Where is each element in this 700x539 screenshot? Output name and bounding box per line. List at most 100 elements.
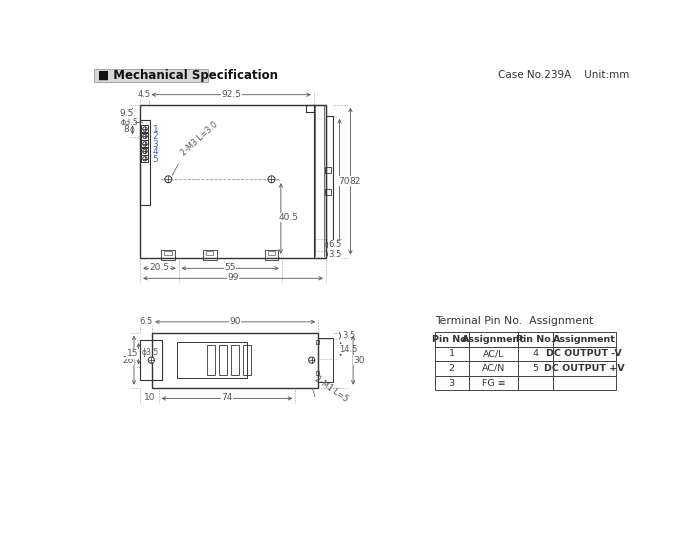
Text: 1: 1	[153, 125, 158, 134]
Bar	[519, 361, 552, 376]
Circle shape	[143, 142, 147, 146]
Text: ϕ3.5: ϕ3.5	[142, 348, 159, 357]
Bar	[435, 332, 469, 347]
Text: 10: 10	[144, 393, 155, 402]
Text: 5: 5	[153, 155, 158, 164]
Bar	[435, 376, 469, 390]
Bar	[243, 345, 251, 375]
Circle shape	[268, 176, 275, 183]
Circle shape	[309, 357, 315, 363]
Bar	[325, 189, 330, 195]
Bar	[469, 361, 519, 376]
Text: 8: 8	[123, 126, 129, 134]
Text: 14.5: 14.5	[340, 344, 358, 354]
Text: 5: 5	[533, 364, 538, 373]
Text: 4: 4	[533, 349, 538, 358]
Text: ■ Mechanical Specification: ■ Mechanical Specification	[97, 69, 278, 82]
Text: 4: 4	[153, 147, 158, 156]
Bar	[94, 68, 209, 82]
Text: 40.5: 40.5	[279, 213, 299, 222]
Bar	[265, 250, 279, 260]
Circle shape	[143, 149, 147, 154]
Bar	[469, 347, 519, 361]
Circle shape	[148, 357, 155, 363]
Text: Terminal Pin No.  Assignment: Terminal Pin No. Assignment	[435, 316, 593, 326]
Text: 4.5: 4.5	[138, 90, 151, 99]
Bar	[141, 155, 148, 162]
Text: 3: 3	[153, 140, 158, 149]
Text: 99: 99	[228, 273, 239, 282]
Text: 1: 1	[449, 349, 455, 358]
Bar	[206, 251, 214, 255]
Text: 90: 90	[230, 317, 241, 326]
Text: DC OUTPUT +V: DC OUTPUT +V	[544, 364, 624, 373]
Text: FG ≡: FG ≡	[482, 378, 505, 388]
Circle shape	[164, 176, 172, 183]
Text: AC/N: AC/N	[482, 364, 505, 373]
Text: 74: 74	[221, 393, 232, 402]
Bar	[325, 167, 330, 174]
Text: 82: 82	[349, 177, 360, 185]
Text: 26: 26	[122, 356, 134, 364]
Text: Assignment: Assignment	[553, 335, 616, 344]
Text: DC OUTPUT -V: DC OUTPUT -V	[547, 349, 622, 358]
Text: 30: 30	[354, 356, 365, 364]
Text: 2: 2	[153, 132, 158, 141]
Bar	[435, 347, 469, 361]
Bar	[552, 361, 616, 376]
Bar	[316, 371, 319, 375]
Text: 3.5: 3.5	[342, 331, 355, 340]
Bar	[435, 361, 469, 376]
Bar	[206, 345, 215, 375]
Bar	[552, 332, 616, 347]
Bar	[552, 347, 616, 361]
Bar	[202, 250, 216, 260]
Text: 70: 70	[339, 177, 350, 185]
Text: 2-M1 L=5: 2-M1 L=5	[314, 374, 350, 404]
Bar	[140, 105, 326, 258]
Text: 2-M3 L=3.0: 2-M3 L=3.0	[179, 120, 219, 158]
Text: 55: 55	[225, 263, 236, 272]
Bar	[230, 345, 239, 375]
Bar	[318, 338, 333, 382]
Bar	[140, 120, 150, 205]
Bar	[316, 340, 319, 344]
Bar	[519, 376, 552, 390]
Bar	[177, 342, 247, 378]
Bar	[267, 251, 275, 255]
Bar	[552, 376, 616, 390]
Text: 2: 2	[449, 364, 455, 373]
Text: 15: 15	[127, 349, 138, 358]
Text: ϕ3.5: ϕ3.5	[120, 118, 139, 127]
Bar	[152, 333, 318, 388]
Text: 20.5: 20.5	[149, 263, 169, 272]
Text: 6.5: 6.5	[139, 317, 153, 326]
Bar	[162, 250, 175, 260]
Text: 6.5: 6.5	[328, 240, 342, 250]
Text: Assignment: Assignment	[462, 335, 525, 344]
Circle shape	[143, 127, 147, 131]
Text: Pin No.: Pin No.	[433, 335, 471, 344]
Bar	[164, 251, 172, 255]
Bar	[469, 332, 519, 347]
Bar	[140, 340, 162, 381]
Bar	[469, 376, 519, 390]
Bar	[141, 148, 148, 155]
Bar	[314, 105, 326, 258]
Bar	[519, 347, 552, 361]
Text: 9.5: 9.5	[119, 109, 134, 118]
Bar	[141, 126, 148, 133]
Bar	[326, 116, 333, 246]
Text: Pin No.: Pin No.	[516, 335, 554, 344]
Bar	[218, 345, 227, 375]
Bar	[141, 133, 148, 140]
Bar	[141, 140, 148, 147]
Text: 3: 3	[449, 378, 455, 388]
Bar	[519, 332, 552, 347]
Text: 92.5: 92.5	[221, 90, 241, 99]
Text: AC/L: AC/L	[483, 349, 504, 358]
Text: Case No.239A    Unit:mm: Case No.239A Unit:mm	[498, 71, 629, 80]
Text: 3.5: 3.5	[328, 250, 342, 259]
Circle shape	[143, 134, 147, 139]
Circle shape	[143, 157, 147, 161]
